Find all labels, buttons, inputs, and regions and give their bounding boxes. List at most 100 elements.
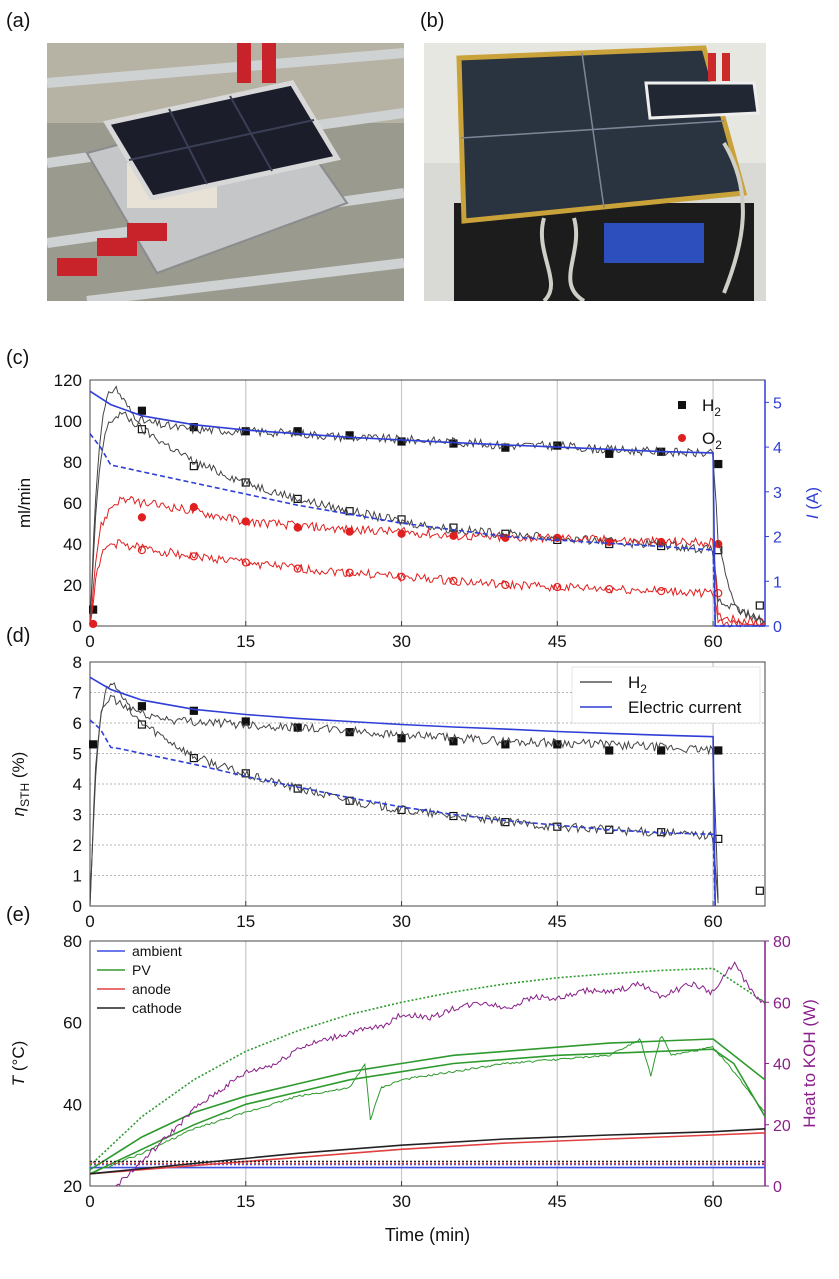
legend-label-PV: PV: [132, 962, 151, 978]
y-axis-title: ηSTH (%): [9, 752, 32, 817]
series-1-point: [189, 462, 198, 471]
legend-label-cathode: cathode: [132, 1000, 182, 1016]
series-1-point: [755, 601, 764, 610]
x-axis-title: Time (min): [385, 1225, 470, 1245]
y-axis-title: T (°C): [9, 1041, 28, 1087]
y2-tick-label: 40: [773, 1057, 791, 1074]
series-1-point: [449, 811, 458, 821]
y2-tick-label: 20: [773, 1118, 791, 1135]
y-tick-label: 3: [73, 806, 82, 825]
x-tick-label: 60: [704, 1192, 723, 1211]
series-1-point: [189, 753, 198, 763]
y-tick-label: 80: [63, 453, 82, 472]
x-tick-label: 0: [85, 1192, 94, 1211]
x-tick-label: 15: [236, 632, 255, 651]
y-tick-label: 20: [63, 576, 82, 595]
y2-tick-label: 5: [773, 395, 782, 412]
y2-tick-label: 3: [773, 485, 782, 502]
series-3-line: [89, 694, 719, 907]
h2-point: [657, 746, 666, 755]
h2-point: [345, 728, 354, 737]
heat-to-koh-line: [115, 961, 766, 1187]
h2-point: [241, 717, 250, 726]
legend-label: O2: [702, 429, 722, 452]
y-tick-label: 8: [73, 653, 82, 672]
y-tick-label: 60: [63, 494, 82, 513]
h2-point: [714, 459, 723, 469]
y-tick-label: 120: [54, 371, 82, 390]
legend-label: Electric current: [628, 698, 742, 717]
y-tick-label: 4: [73, 775, 82, 794]
photo-a: [47, 43, 404, 301]
y-tick-label: 1: [73, 867, 82, 886]
h2-point: [714, 746, 723, 755]
x-tick-label: 15: [236, 1192, 255, 1211]
legend-marker-o2: [678, 434, 686, 442]
y-tick-label: 60: [63, 1014, 82, 1033]
y-tick-label: 5: [73, 745, 82, 764]
legend-label-ambient: ambient: [132, 943, 182, 959]
y2-tick-label: 2: [773, 530, 782, 547]
h2-point: [137, 702, 147, 711]
y-tick-label: 6: [73, 714, 82, 733]
legend-box: [571, 666, 761, 724]
y-tick-label: 2: [73, 836, 82, 855]
series-8-line: [89, 390, 765, 627]
solar-module-rooftop-illustration: [47, 43, 404, 301]
x-tick-label: 30: [392, 1192, 411, 1211]
series-1-point: [449, 523, 458, 532]
y2-tick-label: 0: [773, 1179, 782, 1196]
plot-frame: [89, 661, 766, 907]
o2-point: [137, 513, 147, 522]
y2-tick-label: 1: [773, 574, 782, 591]
photo-b: [424, 43, 766, 301]
legend-label: H2: [702, 396, 721, 419]
legend-marker-h2: [678, 401, 686, 409]
x-tick-label: 30: [392, 912, 411, 931]
panel-label-c: (c): [6, 347, 30, 369]
series-5-line: [89, 719, 716, 907]
y-tick-label: 80: [63, 932, 82, 951]
y-axis-title: ml/min: [15, 478, 34, 528]
y-tick-label: 100: [54, 412, 82, 431]
y2-axis-title: I (A): [803, 487, 822, 519]
pv-line: [89, 1038, 766, 1171]
y-tick-label: 7: [73, 684, 82, 703]
y-tick-label: 0: [73, 617, 82, 636]
large-pv-panel-lab-illustration: [424, 43, 766, 301]
panel-label-b: (b): [420, 10, 445, 32]
y2-tick-label: 80: [773, 934, 791, 951]
panel-label-d: (d): [6, 625, 31, 647]
electric-current-line: [89, 676, 716, 907]
y2-tick-label: 60: [773, 995, 791, 1012]
y-tick-label: 0: [73, 897, 82, 916]
series-7-line: [89, 538, 765, 628]
series-1-point: [397, 515, 406, 524]
x-tick-label: 0: [85, 632, 94, 651]
o2-point: [397, 529, 406, 538]
series-6-line: [89, 495, 766, 628]
y-tick-label: 40: [63, 535, 82, 554]
y-tick-label: 40: [63, 1095, 82, 1114]
x-tick-label: 45: [548, 632, 567, 651]
h2-point: [605, 449, 614, 458]
series-1-point: [293, 494, 302, 503]
h2-point: [553, 441, 562, 450]
series-2-line: [89, 682, 719, 907]
series-9-line: [89, 433, 765, 627]
h2-point: [189, 706, 198, 715]
x-tick-label: 60: [704, 632, 723, 651]
y2-tick-label: 4: [773, 440, 782, 457]
x-tick-label: 60: [704, 912, 723, 931]
legend-label: H2: [628, 673, 647, 696]
x-tick-label: 45: [548, 1192, 567, 1211]
series-4-line: [89, 1035, 766, 1175]
h2-point: [89, 740, 98, 749]
x-tick-label: 30: [392, 632, 411, 651]
series-1-point: [755, 886, 764, 895]
h2-point: [605, 746, 614, 755]
panel-label-e: (e): [6, 904, 31, 926]
